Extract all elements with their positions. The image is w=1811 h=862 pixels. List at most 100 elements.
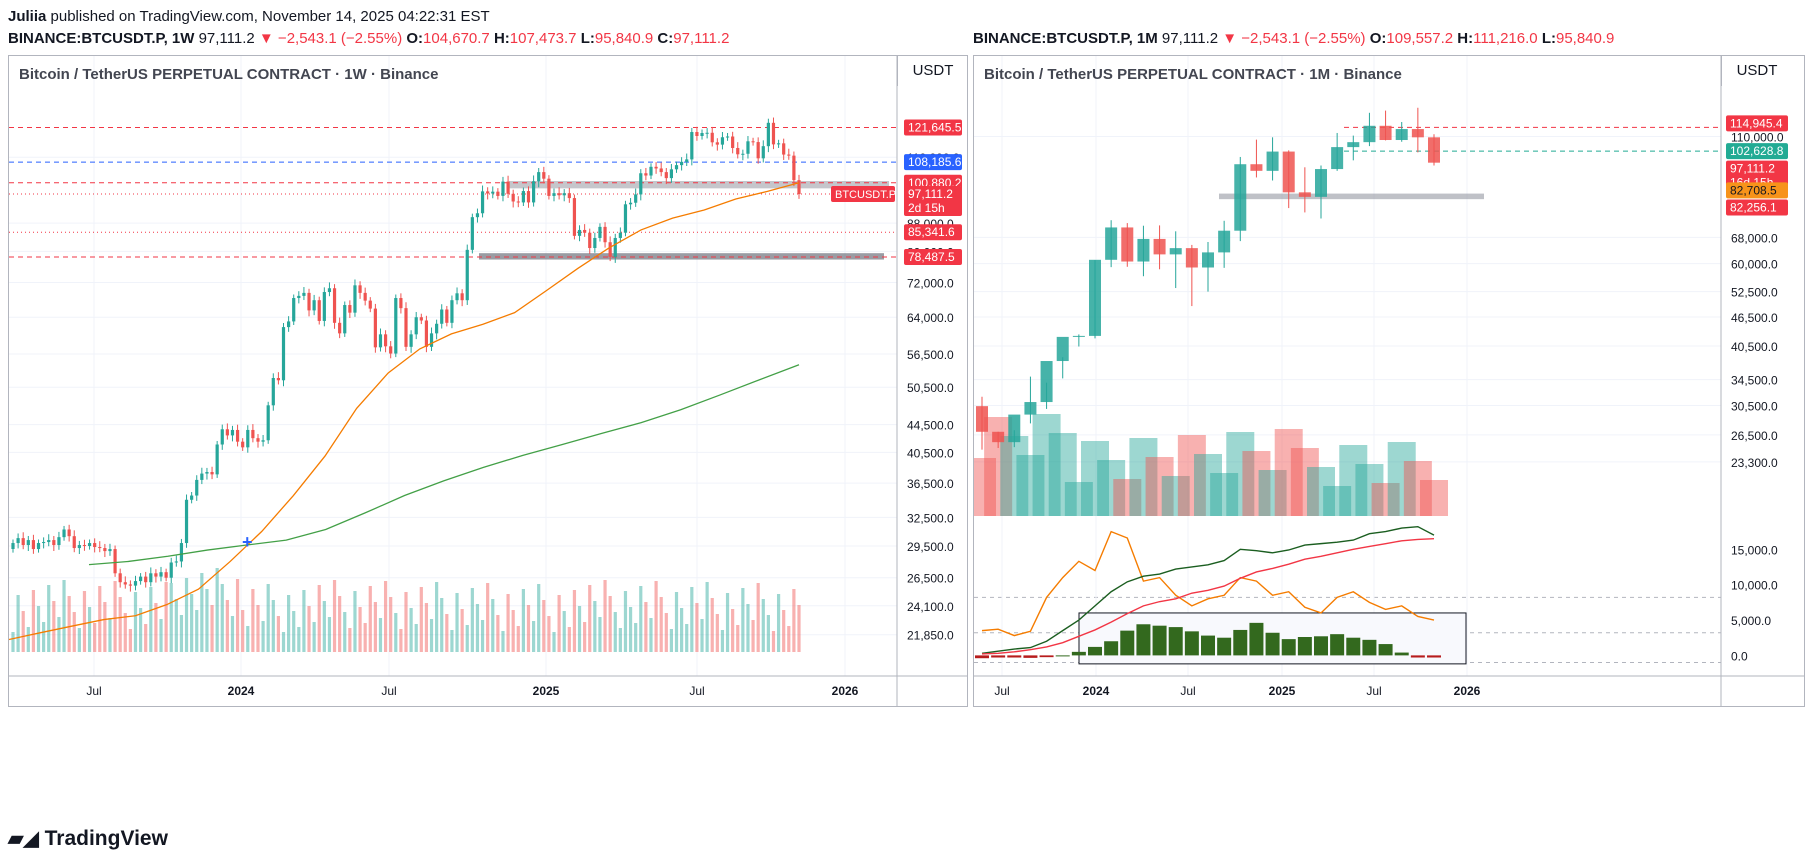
candle-body	[1428, 137, 1440, 163]
volume-bar	[1323, 486, 1352, 516]
candle-body	[266, 405, 270, 441]
volume-bar	[1048, 433, 1077, 516]
weekly-currency-label[interactable]: USDT	[897, 56, 967, 86]
histogram-bar	[1217, 637, 1232, 656]
monthly-currency-label[interactable]: USDT	[1721, 56, 1792, 86]
volume-bar	[108, 618, 112, 652]
tradingview-logo[interactable]: ▰◢ TradingView	[8, 826, 168, 851]
volume-bar	[475, 604, 480, 652]
volume-bar	[797, 605, 801, 652]
right-low: 95,840.9	[1555, 30, 1615, 47]
volume-bar	[685, 624, 689, 652]
price-label: 114,945.4	[1730, 116, 1783, 130]
candle-body	[327, 288, 332, 293]
publish-info: published on TradingView.com, November 1…	[50, 8, 490, 25]
candle-body	[271, 378, 275, 406]
volume-bar	[547, 616, 551, 652]
price-label: 108,185.6	[908, 155, 962, 169]
ma50-line	[9, 182, 800, 641]
candle-body	[511, 193, 515, 202]
right-change: ▼ −2,543.1 (−2.55%)	[1222, 30, 1366, 47]
candle-body	[1282, 151, 1295, 193]
candle-body	[465, 249, 469, 301]
volume-bar	[715, 614, 719, 652]
volume-bar	[1129, 438, 1158, 516]
volume-bar	[480, 620, 485, 652]
volume-bar	[123, 613, 127, 652]
volume-bar	[577, 606, 582, 652]
candle-body	[47, 540, 51, 543]
y-tick-label: 24,100.0	[907, 600, 954, 614]
volume-bar	[383, 581, 388, 652]
candle-body	[343, 305, 347, 334]
candle-body	[480, 191, 485, 214]
left-open: 104,670.7	[423, 30, 490, 47]
volume-bar	[603, 580, 607, 652]
candle-body	[1105, 227, 1118, 260]
volume-bar	[445, 614, 449, 652]
volume-bar	[338, 596, 342, 652]
candle-body	[470, 217, 474, 250]
y-tick-label: 36,500.0	[907, 477, 954, 491]
volume-bar	[664, 613, 668, 652]
candle-body	[746, 141, 750, 154]
histogram-bar	[1330, 634, 1345, 656]
volume-bar	[1016, 455, 1045, 516]
volume-bar	[1420, 480, 1448, 516]
candle-body	[317, 300, 321, 321]
volume-bar	[435, 582, 439, 652]
candle-body	[1395, 129, 1408, 141]
price-label: 85,341.6	[908, 225, 955, 239]
price-label-bg	[904, 224, 962, 241]
volume-bar	[47, 585, 51, 652]
x-tick-label: 2026	[1454, 684, 1481, 698]
histogram-bar	[1378, 644, 1393, 656]
x-tick-label: 2025	[533, 684, 560, 698]
volume-bar	[766, 615, 770, 652]
volume-bar	[741, 588, 745, 652]
candle-body	[348, 305, 352, 313]
candle-body	[547, 178, 551, 196]
left-legend: BINANCE:BTCUSDT.P, 1W 97,111.2 ▼ −2,543.…	[8, 30, 730, 47]
y-tick-label: 44,500.0	[907, 419, 954, 433]
monthly-chart-panel[interactable]: 110,000.0 68,000.0 60,000.0 52,500.0 46,500.…	[973, 55, 1805, 707]
volume-bar	[598, 617, 602, 652]
volume-bar	[348, 628, 352, 652]
volume-bar	[486, 583, 490, 652]
volume-bar	[373, 602, 377, 652]
candle-body	[618, 232, 622, 238]
histogram-bar	[1281, 639, 1296, 656]
candle-body	[542, 172, 546, 179]
histogram-bar	[1071, 651, 1086, 656]
candle-body	[164, 572, 168, 578]
volume-bar	[292, 611, 296, 652]
weekly-chart-panel[interactable]: 110,000.088,000.080,000.072,000.064,000.…	[8, 55, 968, 707]
candle-body	[797, 180, 801, 195]
candle-body	[715, 142, 719, 145]
candle-body	[353, 285, 357, 313]
left-price: 97,111.2	[198, 30, 255, 47]
candle-body	[87, 543, 92, 547]
candle-body	[644, 173, 648, 176]
volume-bar	[11, 632, 15, 652]
y-tick-label: 40,500.0	[907, 446, 954, 460]
candle-body	[588, 232, 592, 249]
candle-body	[705, 132, 709, 134]
indicator-tick-label: 10,000.0	[1731, 579, 1778, 593]
monthly-chart[interactable]: 110,000.0 68,000.0 60,000.0 52,500.0 46,500.…	[974, 56, 1804, 706]
volume-bar	[496, 615, 500, 652]
volume-bar	[1145, 457, 1174, 516]
weekly-chart[interactable]: 110,000.088,000.080,000.072,000.064,000.…	[9, 56, 967, 706]
volume-bar	[1355, 464, 1384, 516]
candle-body	[230, 429, 235, 436]
right-legend: BINANCE:BTCUSDT.P, 1M 97,111.2 ▼ −2,543.…	[973, 30, 1615, 47]
volume-bar	[235, 579, 240, 652]
symbol-tag: BTCUSDT.P	[835, 189, 896, 201]
y-tick-label: 68,000.0	[1731, 231, 1778, 245]
candle-body	[516, 201, 520, 203]
histogram-bar	[1055, 655, 1070, 657]
volume-bar	[363, 623, 367, 652]
y-tick-label: 26,500.0	[907, 572, 954, 586]
candle-body	[118, 573, 122, 583]
candle-body	[771, 122, 776, 145]
